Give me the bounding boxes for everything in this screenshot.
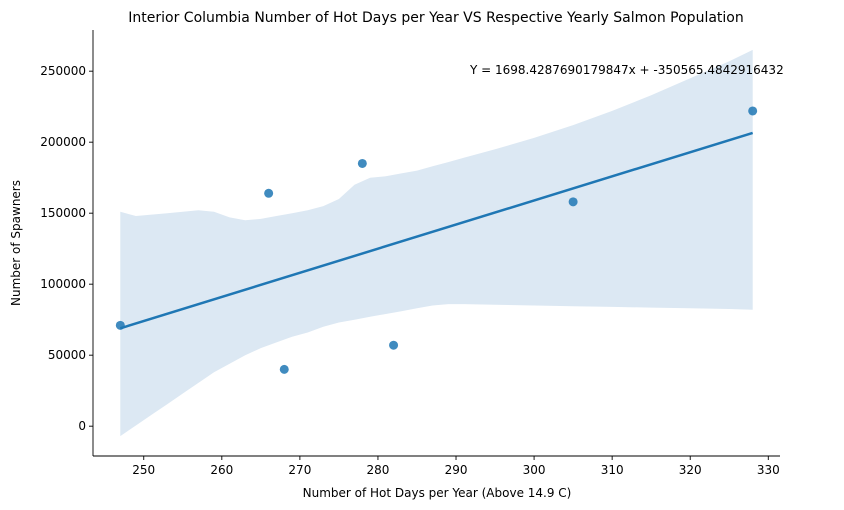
data-point [279, 364, 289, 374]
x-ticks-layer: 250 260 270 280 290 300 310 320 330 [132, 456, 780, 477]
data-points-layer [115, 106, 758, 374]
y-tick-label: 250000 [40, 64, 86, 78]
data-point [568, 197, 578, 207]
x-tick-label: 280 [366, 463, 389, 477]
chart-title: Interior Columbia Number of Hot Days per… [128, 10, 743, 26]
x-tick-label: 250 [132, 463, 155, 477]
x-axis-label: Number of Hot Days per Year (Above 14.9 … [303, 486, 572, 500]
y-tick-label: 0 [78, 419, 86, 433]
x-tick-label: 330 [757, 463, 780, 477]
x-tick-label: 290 [445, 463, 468, 477]
data-point [115, 320, 125, 330]
axes-layer [92, 30, 780, 457]
data-point [389, 340, 399, 350]
data-point [357, 158, 367, 168]
confidence-band-layer [120, 49, 753, 437]
x-tick-label: 310 [601, 463, 624, 477]
data-point [748, 106, 758, 116]
x-tick-label: 270 [288, 463, 311, 477]
y-ticks-layer: 0 50000 100000 150000 200000 250000 [40, 64, 93, 433]
y-tick-label: 200000 [40, 135, 86, 149]
regression-line [119, 131, 754, 330]
regression-equation: Y = 1698.4287690179847x + -350565.484291… [469, 63, 784, 77]
x-tick-label: 300 [523, 463, 546, 477]
y-tick-label: 100000 [40, 277, 86, 291]
x-tick-label: 320 [679, 463, 702, 477]
regression-line-layer [119, 131, 754, 330]
y-tick-label: 150000 [40, 206, 86, 220]
data-point [264, 188, 274, 198]
confidence-band [120, 49, 753, 437]
x-tick-label: 260 [210, 463, 233, 477]
y-axis-label: Number of Spawners [9, 180, 23, 306]
y-tick-label: 50000 [48, 348, 86, 362]
